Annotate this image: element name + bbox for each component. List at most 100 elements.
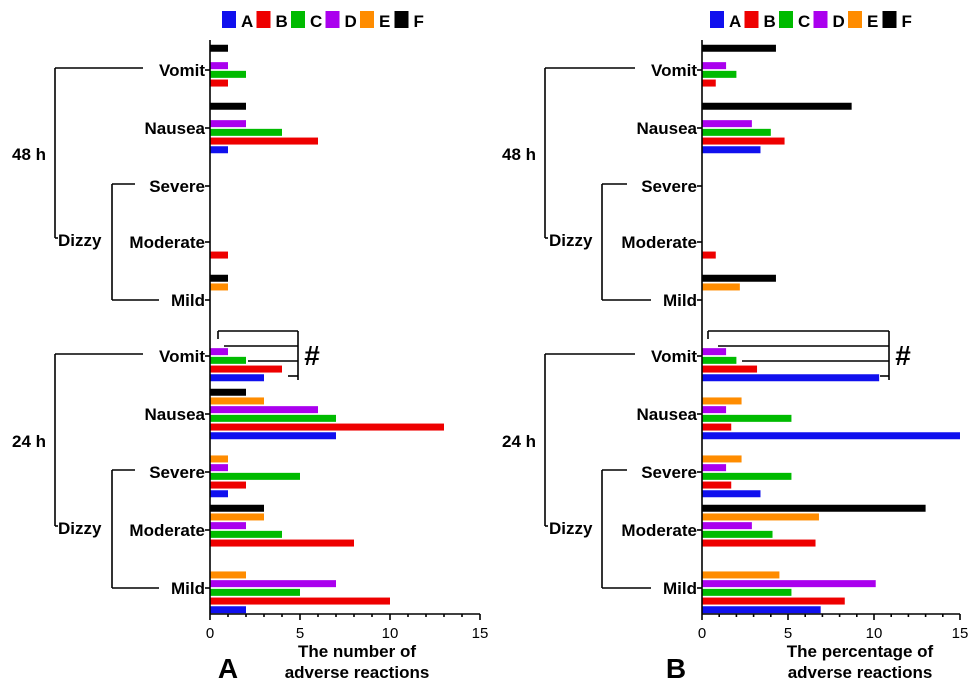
bar-group-nausea [702,397,960,440]
x-tick-label: 5 [296,625,304,642]
category-label-vomit: Vomit [159,347,205,366]
bar-A [210,432,336,440]
bar-A [210,374,264,382]
legend-label-F: F [414,12,424,31]
x-axis-label-line1: The number of [298,642,416,661]
bar-C [702,356,737,364]
legend-label-D: D [345,12,357,31]
bar-A [702,374,880,382]
legend-b: A B C D E F [710,11,912,31]
bar-B [702,539,816,547]
bar-D [210,348,228,356]
panel-a: Vomit Nausea Severe Moderate Mild Vomit Nausea… [12,40,488,684]
bar-B [702,481,732,489]
category-label-mild: Mild [663,579,697,598]
category-label-nausea: Nausea [145,405,206,424]
category-label-nausea: Nausea [637,405,698,424]
bar-B [210,539,354,547]
category-label-nausea: Nausea [145,119,206,138]
bar-group-moderate [210,251,228,259]
legend-label-D: D [833,12,845,31]
category-label-vomit: Vomit [159,61,205,80]
bar-B [210,137,318,145]
bar-E [702,455,742,463]
bar-A [210,146,228,154]
dizzy-label: Dizzy [549,519,593,538]
panel-letter: A [218,653,238,684]
category-label-mild: Mild [663,291,697,310]
bar-E [702,571,780,579]
legend-swatch-E [360,11,374,28]
bar-B [702,365,758,373]
bar-D [210,580,336,588]
bar-E [702,397,742,405]
legend-label-A: A [241,12,253,31]
bar-C [210,472,300,480]
bar-F [210,102,246,110]
significance-brackets: # [217,330,320,380]
bar-group-nausea [210,388,444,440]
bar-B [702,597,845,605]
x-tick-label: 5 [784,625,792,642]
dizzy-label: Dizzy [549,231,593,250]
bar-D [702,120,752,128]
bar-C [702,414,792,422]
bar-E [210,571,246,579]
time-label-48h: 48 h [502,145,536,164]
bar-group-mild [210,274,228,291]
legend-label-E: E [379,12,390,31]
panel-letter: B [666,653,686,684]
bar-E [210,455,228,463]
x-axis-label-line2: adverse reactions [285,663,430,682]
bar-D [702,580,876,588]
bar-group-vomit [702,44,776,87]
legend-label-B: B [764,12,776,31]
category-label-vomit: Vomit [651,61,697,80]
significance-hash: # [895,340,911,371]
bar-C [210,356,246,364]
bar-C [702,128,771,136]
bar-B [210,365,282,373]
bar-F [210,388,246,396]
time-label-24h: 24 h [12,432,46,451]
x-tick-label: 0 [698,625,706,642]
legend-label-F: F [902,12,912,31]
legend-label-C: C [310,12,322,31]
bar-group-moderate [210,504,354,547]
significance-hash: # [304,340,320,371]
bar-group-mild [210,571,390,614]
bar-group-nausea [702,102,852,154]
x-tick-label: 0 [206,625,214,642]
legend-label-C: C [798,12,810,31]
time-label-48h: 48 h [12,145,46,164]
category-label-moderate: Moderate [621,521,697,540]
legend-label-B: B [276,12,288,31]
category-label-severe: Severe [149,177,205,196]
bar-group-vomit [210,44,246,87]
bar-D [702,406,727,414]
x-tick-label: 10 [382,625,399,642]
bar-F [210,44,228,52]
bar-C [210,588,300,596]
legend-swatch-E [848,11,862,28]
bar-C [702,588,792,596]
category-label-mild: Mild [171,579,205,598]
x-tick-label: 15 [952,625,969,642]
bar-A [702,146,761,154]
dizzy-label: Dizzy [58,231,102,250]
bar-F [702,102,852,110]
bar-group-vomit [702,348,880,382]
legend-swatch-F [394,11,409,28]
legend-label-A: A [729,12,741,31]
bar-D [210,62,228,70]
bar-group-severe [702,455,792,498]
legend-swatch-F [882,11,897,28]
bar-group-mild [702,571,876,614]
category-label-severe: Severe [641,463,697,482]
bar-group-moderate [702,504,926,547]
legend-swatch-B [256,11,271,28]
bar-C [702,530,773,538]
bar-group-vomit [210,348,282,382]
bar-B [210,79,228,87]
category-label-severe: Severe [149,463,205,482]
